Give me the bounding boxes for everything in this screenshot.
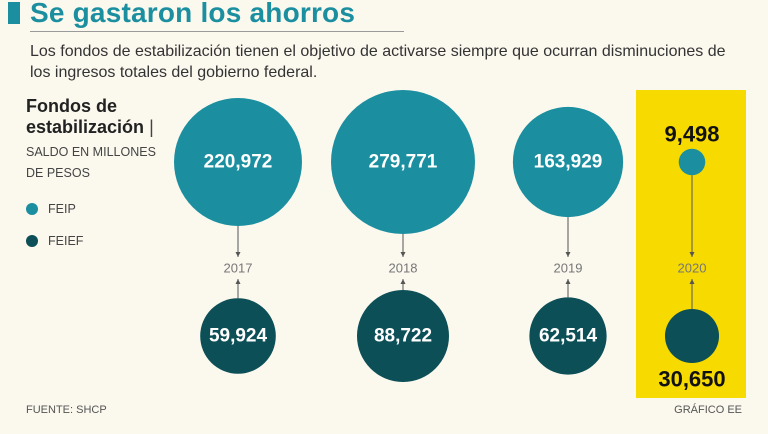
connector-arrow-bottom-2017 xyxy=(235,279,241,284)
legend-item-feief: FEIEF xyxy=(26,234,83,248)
connector-arrow-top-2018 xyxy=(400,252,406,257)
legend-item-feip: FEIP xyxy=(26,202,76,216)
value-label-feief-2017: 59,924 xyxy=(209,326,268,347)
connector-arrow-top-2017 xyxy=(235,252,241,257)
title-divider xyxy=(30,31,404,32)
bubble-feip-2018 xyxy=(331,90,475,234)
value-label-feief-2018: 88,722 xyxy=(374,326,432,347)
page-subtitle: Los fondos de estabilización tienen el o… xyxy=(30,43,726,81)
connector-arrow-bottom-2018 xyxy=(400,279,406,284)
year-label-2020: 2020 xyxy=(678,261,707,276)
value-label-feip-2017: 220,972 xyxy=(204,152,273,173)
value-label-feip-2019: 163,929 xyxy=(534,152,603,173)
legend-unit-line2: DE PESOS xyxy=(26,166,90,180)
bubble-feief-2017 xyxy=(200,298,276,374)
year-label-2019: 2019 xyxy=(554,261,583,276)
bubble-feip-2020 xyxy=(678,148,706,176)
footer-credit: GRÁFICO EE xyxy=(674,404,742,416)
bubble-feief-2020 xyxy=(664,308,720,364)
title-accent-bar xyxy=(8,2,20,24)
legend-heading-line1: Fondos de xyxy=(26,96,117,116)
bubble-feip-2017 xyxy=(174,98,302,226)
legend-swatch-feip xyxy=(26,203,38,215)
legend-unit: SALDO EN MILLONES DE PESOS xyxy=(26,142,176,184)
value-label-feip-2020: 9,498 xyxy=(664,122,719,147)
legend-separator: | xyxy=(149,117,154,137)
value-label-feief-2020: 30,650 xyxy=(658,367,725,392)
connector-arrow-bottom-2020 xyxy=(689,279,695,284)
year-label-2017: 2017 xyxy=(224,261,253,276)
connector-arrow-bottom-2019 xyxy=(565,279,571,284)
connector-arrow-top-2020 xyxy=(689,252,695,257)
bubble-feief-2018 xyxy=(357,290,449,382)
legend-heading: Fondos de estabilización | xyxy=(26,96,154,138)
page-title: Se gastaron los ahorros xyxy=(30,0,356,28)
year-label-2018: 2018 xyxy=(389,261,418,276)
value-label-feip-2018: 279,771 xyxy=(369,152,438,173)
bubble-feief-2019 xyxy=(529,297,607,375)
legend-label-feief: FEIEF xyxy=(48,234,84,248)
connector-arrow-top-2019 xyxy=(565,252,571,257)
legend-swatch-feief xyxy=(26,235,38,247)
bubble-feip-2019 xyxy=(512,106,624,218)
legend-heading-line2: estabilización xyxy=(26,117,145,137)
legend-unit-line1: SALDO EN MILLONES xyxy=(26,145,156,159)
legend-label-feip: FEIP xyxy=(48,202,76,216)
value-label-feief-2019: 62,514 xyxy=(539,326,598,347)
footer-source: FUENTE: SHCP xyxy=(26,404,107,416)
